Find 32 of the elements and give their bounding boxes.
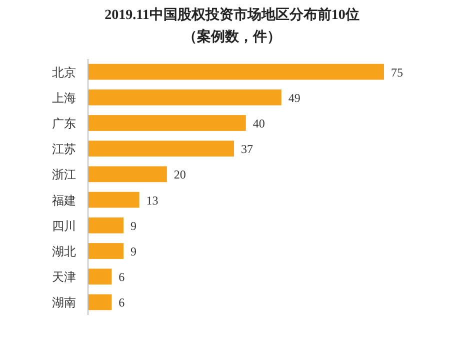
y-tick-label: 湖南 <box>52 296 76 310</box>
bar <box>88 89 282 106</box>
y-tick-label: 上海 <box>52 90 76 105</box>
data-label: 49 <box>288 90 300 105</box>
data-label: 9 <box>130 244 137 258</box>
bar <box>88 217 124 234</box>
data-label: 40 <box>252 116 265 130</box>
y-tick-label: 江苏 <box>52 142 76 156</box>
chart-subtitle: （案例数，件） <box>183 28 281 45</box>
bar <box>88 166 167 182</box>
bar <box>88 192 140 208</box>
y-tick-label: 福建 <box>52 193 76 208</box>
y-tick-label: 北京 <box>52 65 76 80</box>
y-tick-label: 广东 <box>52 116 76 130</box>
data-label: 6 <box>118 270 125 284</box>
bar <box>88 64 384 80</box>
bar <box>88 268 112 285</box>
data-label: 75 <box>391 65 403 80</box>
data-label: 13 <box>146 193 158 208</box>
data-label: 9 <box>130 218 137 233</box>
y-tick-label: 浙江 <box>52 168 76 182</box>
bar <box>88 294 112 310</box>
bar <box>88 243 124 259</box>
bar <box>88 140 234 157</box>
data-label: 37 <box>241 142 254 156</box>
y-tick-label: 湖北 <box>52 244 76 258</box>
y-tick-label: 四川 <box>52 218 76 233</box>
data-label: 20 <box>174 168 186 182</box>
y-tick-label: 天津 <box>52 270 76 284</box>
chart-title: 2019.11中国股权投资市场地区分布前10位 <box>104 6 360 23</box>
bar <box>88 115 246 131</box>
data-label: 6 <box>118 296 125 310</box>
